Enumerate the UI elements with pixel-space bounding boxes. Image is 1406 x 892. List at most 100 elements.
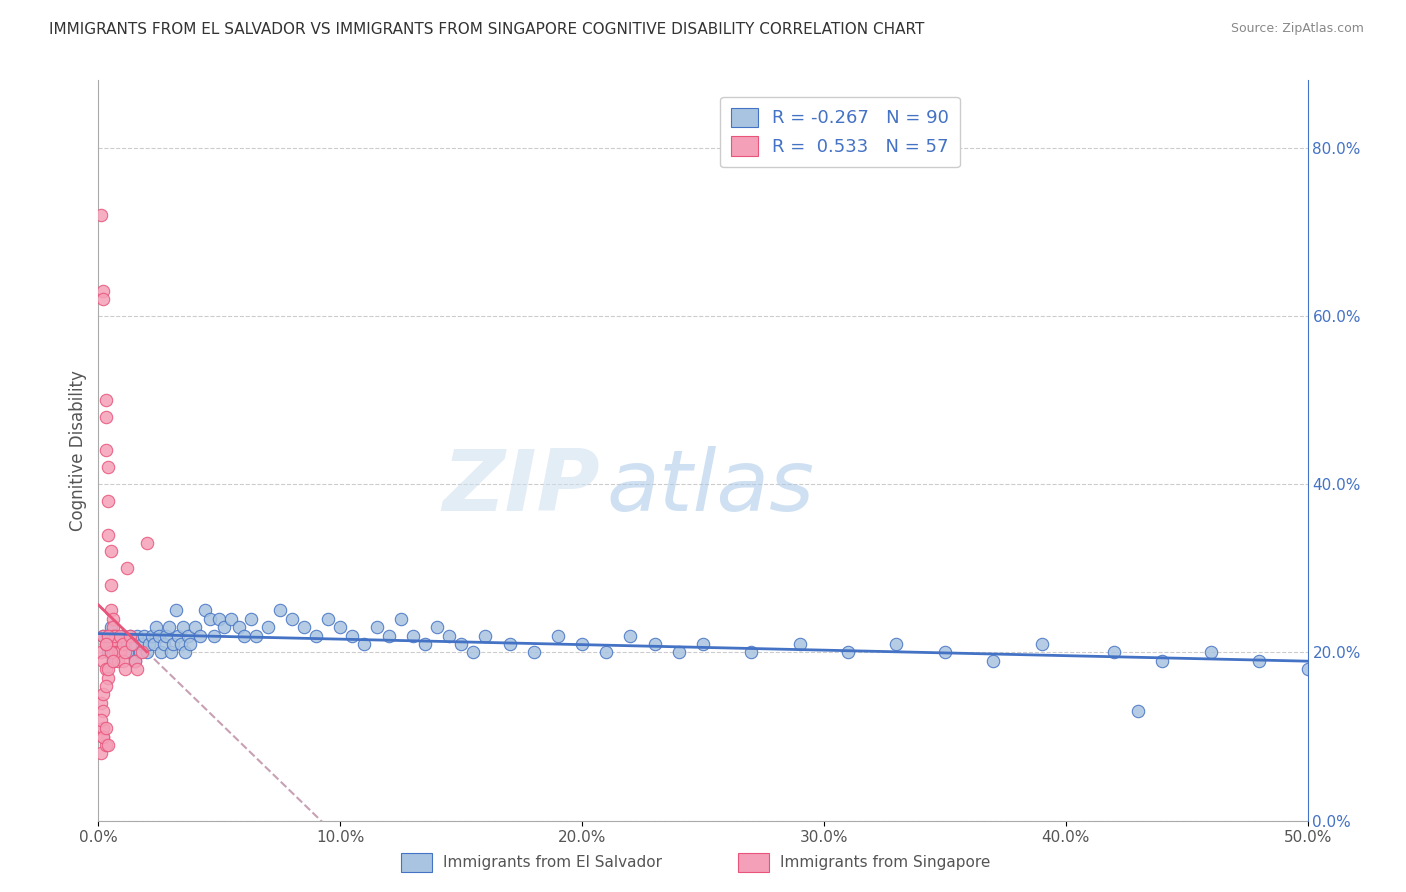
Point xyxy=(353,637,375,651)
Point xyxy=(595,645,617,659)
Point xyxy=(194,603,217,617)
Point xyxy=(101,620,124,634)
Point xyxy=(127,662,149,676)
Point xyxy=(141,628,163,642)
Point xyxy=(981,654,1004,668)
Point xyxy=(91,628,114,642)
Point xyxy=(94,637,117,651)
Point xyxy=(547,628,569,642)
Text: IMMIGRANTS FROM EL SALVADOR VS IMMIGRANTS FROM SINGAPORE COGNITIVE DISABILITY CO: IMMIGRANTS FROM EL SALVADOR VS IMMIGRANT… xyxy=(49,22,925,37)
Point xyxy=(97,645,120,659)
Point xyxy=(100,603,122,617)
Point xyxy=(104,628,127,642)
Point xyxy=(740,645,762,659)
Point xyxy=(114,662,136,676)
Point xyxy=(523,645,546,659)
Point xyxy=(1199,645,1222,659)
Point xyxy=(269,603,291,617)
Point xyxy=(281,612,304,626)
Point xyxy=(127,628,149,642)
Point xyxy=(134,628,156,642)
Point xyxy=(135,536,157,550)
Point xyxy=(167,628,190,642)
Point xyxy=(389,612,412,626)
Point xyxy=(108,645,131,659)
Point xyxy=(160,645,183,659)
Point xyxy=(131,637,153,651)
Legend: R = -0.267   N = 90, R =  0.533   N = 57: R = -0.267 N = 90, R = 0.533 N = 57 xyxy=(720,96,960,167)
Point xyxy=(97,738,120,752)
Point xyxy=(1128,704,1150,718)
Point xyxy=(450,637,472,651)
Point xyxy=(474,628,496,642)
Point xyxy=(114,637,136,651)
Point xyxy=(100,578,122,592)
Point xyxy=(177,628,200,642)
Point xyxy=(94,721,117,735)
Text: Immigrants from Singapore: Immigrants from Singapore xyxy=(780,855,991,870)
Point xyxy=(91,721,114,735)
Point xyxy=(124,654,146,668)
Point xyxy=(91,284,114,298)
Point xyxy=(101,654,124,668)
Point xyxy=(145,620,167,634)
Point xyxy=(1296,662,1319,676)
Point xyxy=(90,747,112,761)
Point xyxy=(292,620,315,634)
Point xyxy=(402,628,425,642)
Point xyxy=(342,628,364,642)
Point xyxy=(366,620,388,634)
Point xyxy=(179,637,201,651)
Point xyxy=(208,612,231,626)
Point xyxy=(886,637,908,651)
Point xyxy=(1031,637,1053,651)
Point xyxy=(571,637,593,651)
Text: atlas: atlas xyxy=(606,446,814,529)
Point xyxy=(212,620,235,634)
Point xyxy=(138,637,160,651)
Point xyxy=(91,688,114,702)
Point xyxy=(90,696,112,710)
Point xyxy=(152,637,174,651)
Point xyxy=(245,628,267,642)
Point xyxy=(97,671,120,685)
Point xyxy=(463,645,485,659)
Point xyxy=(94,679,117,693)
Point xyxy=(91,730,114,744)
Point xyxy=(104,628,127,642)
Point xyxy=(118,628,141,642)
Point xyxy=(169,637,191,651)
Point xyxy=(90,645,112,659)
Point xyxy=(837,645,859,659)
Point xyxy=(108,628,131,642)
Point xyxy=(111,637,134,651)
Point xyxy=(256,620,278,634)
Point xyxy=(97,460,120,475)
Point xyxy=(101,654,124,668)
Y-axis label: Cognitive Disability: Cognitive Disability xyxy=(69,370,87,531)
Point xyxy=(329,620,352,634)
Point xyxy=(150,645,173,659)
Point xyxy=(114,645,136,659)
Text: ZIP: ZIP xyxy=(443,446,600,529)
Point xyxy=(94,662,117,676)
Point xyxy=(221,612,243,626)
Point xyxy=(131,645,153,659)
Point xyxy=(94,392,117,407)
Point xyxy=(934,645,956,659)
Point xyxy=(94,637,117,651)
Point xyxy=(143,637,166,651)
Point xyxy=(174,645,197,659)
Point xyxy=(198,612,221,626)
Point xyxy=(104,637,127,651)
Point xyxy=(121,637,143,651)
Point xyxy=(107,645,129,659)
Point xyxy=(165,603,187,617)
Point xyxy=(305,628,328,642)
Point xyxy=(111,628,134,642)
Point xyxy=(104,637,127,651)
Point xyxy=(155,628,177,642)
Point xyxy=(121,637,143,651)
Point xyxy=(1102,645,1125,659)
Point xyxy=(644,637,666,651)
